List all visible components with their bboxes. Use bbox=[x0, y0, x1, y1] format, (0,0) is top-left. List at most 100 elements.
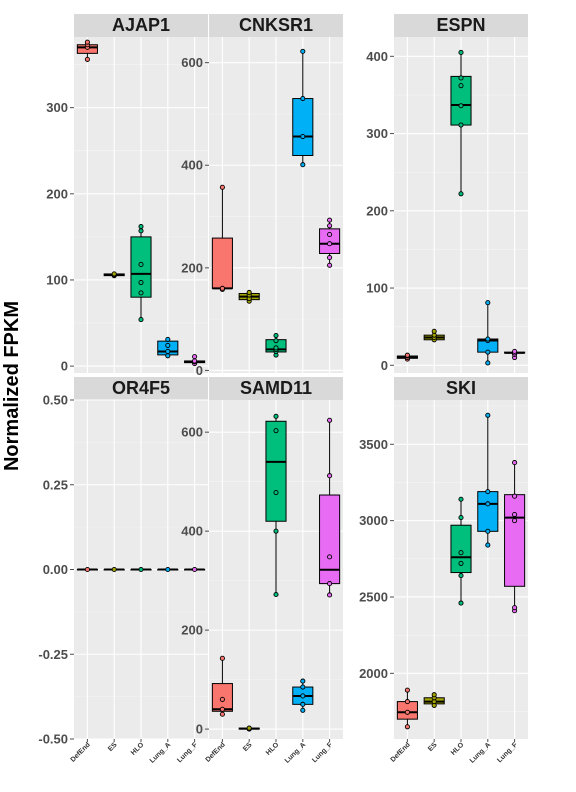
y-tick-label: 0.00 bbox=[43, 562, 68, 577]
y-tick-label: 100 bbox=[46, 272, 68, 287]
y-tick-label: 400 bbox=[366, 49, 388, 64]
y-tick-label: 200 bbox=[366, 203, 388, 218]
data-point bbox=[139, 280, 143, 284]
panel-title: AJAP1 bbox=[112, 15, 170, 35]
data-point bbox=[139, 224, 143, 228]
panel-title: ESPN bbox=[436, 15, 485, 35]
data-point bbox=[513, 494, 517, 498]
y-tick-label: 300 bbox=[366, 126, 388, 141]
y-tick-label: 100 bbox=[366, 281, 388, 296]
data-point bbox=[405, 699, 409, 703]
data-point bbox=[274, 429, 278, 433]
data-point bbox=[459, 84, 463, 88]
data-point bbox=[247, 290, 251, 294]
data-point bbox=[432, 329, 436, 333]
data-point bbox=[112, 567, 116, 571]
data-point bbox=[274, 529, 278, 533]
facet-panels: AJAP10100200300CNKSR10200400600ESPN01002… bbox=[38, 14, 528, 765]
data-point bbox=[274, 490, 278, 494]
data-point bbox=[513, 512, 517, 516]
data-point bbox=[459, 574, 463, 578]
data-point bbox=[459, 192, 463, 196]
y-tick-label: -0.50 bbox=[38, 732, 68, 747]
data-point bbox=[486, 529, 490, 533]
y-tick-label: 200 bbox=[181, 260, 203, 275]
y-tick-label: 0 bbox=[381, 358, 388, 373]
data-point bbox=[301, 679, 305, 683]
data-point bbox=[301, 163, 305, 167]
data-point bbox=[513, 606, 517, 610]
data-point bbox=[459, 104, 463, 108]
data-point bbox=[328, 263, 332, 267]
data-point bbox=[459, 497, 463, 501]
data-point bbox=[301, 134, 305, 138]
data-point bbox=[486, 490, 490, 494]
data-point bbox=[405, 688, 409, 692]
data-point bbox=[220, 697, 224, 701]
data-point bbox=[459, 50, 463, 54]
y-tick-label: 2500 bbox=[359, 589, 388, 604]
y-tick-label: 600 bbox=[181, 425, 203, 440]
box-iqr bbox=[293, 99, 313, 156]
data-point bbox=[486, 337, 490, 341]
data-point bbox=[274, 346, 278, 350]
box-iqr bbox=[478, 492, 498, 532]
data-point bbox=[274, 592, 278, 596]
data-point bbox=[405, 710, 409, 714]
data-point bbox=[166, 343, 170, 347]
y-tick-label: 0.50 bbox=[43, 393, 68, 408]
data-point bbox=[139, 567, 143, 571]
data-point bbox=[328, 593, 332, 597]
data-point bbox=[166, 567, 170, 571]
y-axis-label: Normalized FPKM bbox=[1, 301, 23, 471]
data-point bbox=[274, 414, 278, 418]
y-tick-label: 3000 bbox=[359, 513, 388, 528]
y-tick-label: 600 bbox=[181, 55, 203, 70]
data-point bbox=[513, 349, 517, 353]
y-tick-label: 2000 bbox=[359, 666, 388, 681]
data-point bbox=[220, 707, 224, 711]
data-point bbox=[405, 725, 409, 729]
data-point bbox=[459, 601, 463, 605]
data-point bbox=[112, 272, 116, 276]
data-point bbox=[301, 708, 305, 712]
data-point bbox=[274, 339, 278, 343]
data-point bbox=[301, 685, 305, 689]
data-point bbox=[85, 57, 89, 61]
data-point bbox=[139, 229, 143, 233]
data-point bbox=[459, 551, 463, 555]
data-point bbox=[247, 726, 251, 730]
data-point bbox=[459, 123, 463, 127]
data-point bbox=[220, 712, 224, 716]
data-point bbox=[139, 291, 143, 295]
data-point bbox=[301, 49, 305, 53]
panel-title: SAMD11 bbox=[240, 378, 312, 398]
panel-title: SKI bbox=[446, 378, 476, 398]
panel-title: OR4F5 bbox=[112, 378, 170, 398]
data-point bbox=[85, 40, 89, 44]
data-point bbox=[328, 582, 332, 586]
data-point bbox=[405, 353, 409, 357]
box-iqr bbox=[505, 495, 525, 587]
data-point bbox=[166, 337, 170, 341]
data-point bbox=[139, 262, 143, 266]
data-point bbox=[513, 461, 517, 465]
y-tick-label: 300 bbox=[46, 100, 68, 115]
y-tick-label: 0 bbox=[196, 363, 203, 378]
data-point bbox=[193, 567, 197, 571]
data-point bbox=[486, 543, 490, 547]
data-point bbox=[301, 694, 305, 698]
data-point bbox=[220, 185, 224, 189]
data-point bbox=[459, 515, 463, 519]
data-point bbox=[139, 317, 143, 321]
data-point bbox=[328, 474, 332, 478]
data-point bbox=[328, 224, 332, 228]
data-point bbox=[513, 519, 517, 523]
y-tick-label: 200 bbox=[181, 623, 203, 638]
data-point bbox=[166, 354, 170, 358]
data-point bbox=[486, 502, 490, 506]
data-point bbox=[486, 361, 490, 365]
data-point bbox=[328, 232, 332, 236]
data-point bbox=[166, 349, 170, 353]
